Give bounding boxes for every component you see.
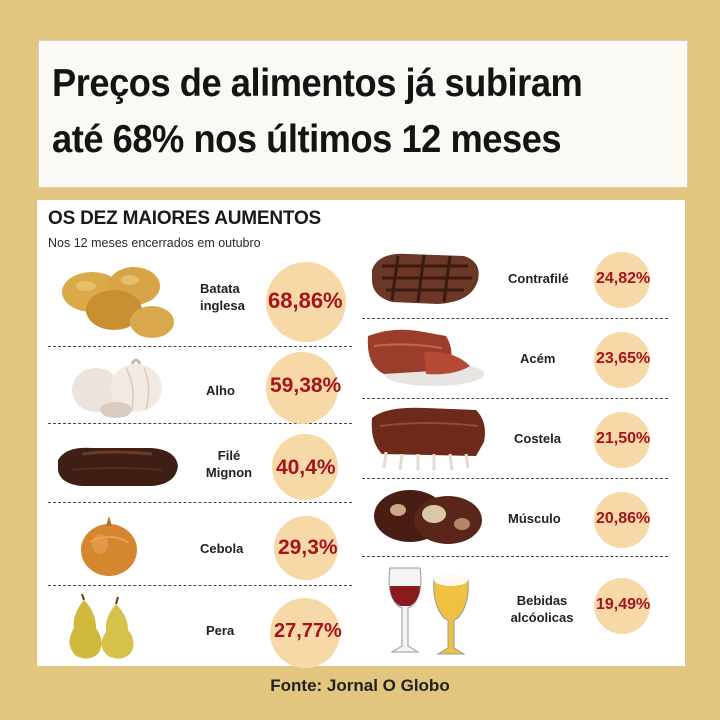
filet-mignon-icon <box>58 447 178 486</box>
potato-icon <box>62 267 174 338</box>
item-label: Acém <box>520 351 556 366</box>
item-label: Alho <box>206 383 235 398</box>
headline-line-1: Preços de alimentos já subiram <box>52 62 583 105</box>
separator <box>48 346 352 347</box>
percent-value: 40,4% <box>276 456 336 479</box>
panel-subtitle: Nos 12 meses encerrados em outubro <box>48 236 261 250</box>
percent-value: 68,86% <box>268 288 343 313</box>
beef-shank-icon <box>374 490 482 544</box>
percent-value: 59,38% <box>270 374 342 397</box>
separator <box>362 478 668 479</box>
item-label: Batata inglesa <box>200 281 245 313</box>
item-label: Contrafilé <box>508 271 569 286</box>
separator <box>48 585 352 586</box>
panel-title: OS DEZ MAIORES AUMENTOS <box>48 208 322 229</box>
percent-circle <box>594 252 650 308</box>
percent-circle <box>272 434 338 500</box>
percent-circle <box>594 492 650 548</box>
percent-circle <box>266 352 338 424</box>
percent-circle <box>594 578 650 634</box>
item-label: Pera <box>206 623 235 638</box>
percent-value: 19,49% <box>596 596 651 613</box>
percent-value: 23,65% <box>596 350 651 367</box>
headline-box <box>38 40 688 188</box>
wine-beer-icon <box>388 567 469 655</box>
separator <box>48 502 352 503</box>
percent-value: 20,86% <box>596 510 651 527</box>
headline-line-2: até 68% nos últimos 12 meses <box>52 118 562 161</box>
chuck-roast-icon <box>367 329 484 386</box>
item-label: Músculo <box>508 511 561 526</box>
percent-value: 24,82% <box>596 270 651 287</box>
percent-value: 27,77% <box>274 620 342 642</box>
garlic-icon <box>72 358 162 418</box>
item-label: Bebidas alcóolicas <box>510 593 574 625</box>
ribs-icon <box>371 407 485 471</box>
item-label: Cebola <box>200 541 244 556</box>
percent-value: 29,3% <box>278 536 338 559</box>
sirloin-icon <box>372 253 479 304</box>
separator <box>362 556 668 557</box>
item-label: Costela <box>514 431 561 446</box>
percent-circle <box>270 598 340 668</box>
percent-circle <box>594 412 650 468</box>
source-credit: Fonte: Jornal O Globo <box>270 676 450 695</box>
percent-circle <box>274 516 338 580</box>
headline: Preços de alimentos já subiram até 68% n… <box>52 56 638 168</box>
percent-circle <box>266 262 346 342</box>
percent-circle <box>594 332 650 388</box>
separator <box>362 398 668 399</box>
onion-icon <box>81 516 137 576</box>
item-label: Filé Mignon <box>205 448 253 480</box>
percent-value: 21,50% <box>596 430 651 447</box>
separator <box>362 318 668 319</box>
pear-icon <box>69 594 134 659</box>
separator <box>48 423 352 424</box>
